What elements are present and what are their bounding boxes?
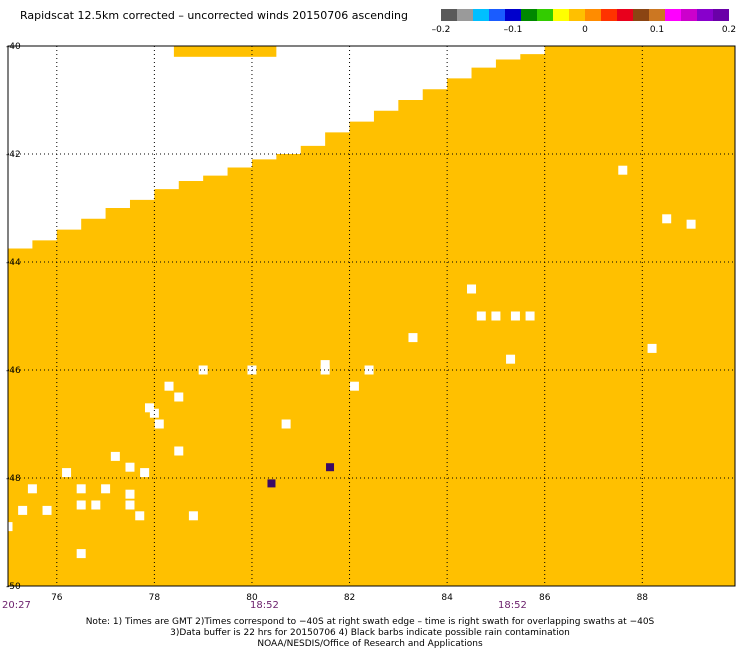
- colorbar-swatch: [681, 9, 697, 21]
- missing-data-cell: [18, 505, 28, 515]
- missing-data-cell: [135, 511, 145, 521]
- y-tick-label: -46: [6, 366, 21, 376]
- missing-data-cell: [76, 549, 86, 559]
- y-tick-label: -48: [6, 474, 21, 484]
- missing-data-cell: [62, 468, 72, 478]
- colorbar-swatch: [537, 9, 553, 21]
- missing-data-cell: [491, 311, 501, 321]
- missing-data-cell: [686, 219, 696, 229]
- missing-data-cell: [525, 311, 535, 321]
- missing-data-cell: [320, 365, 330, 375]
- colorbar-swatch: [521, 9, 537, 21]
- missing-data-cell: [174, 392, 184, 402]
- anomaly-cell: [326, 463, 335, 472]
- y-tick-label: -42: [6, 150, 21, 160]
- colorbar-swatch: [441, 9, 457, 21]
- missing-data-cell: [349, 381, 359, 391]
- map-title: Rapidscat 12.5km corrected – uncorrected…: [20, 9, 409, 22]
- missing-data-cell: [110, 451, 120, 461]
- y-tick-label: -50: [6, 582, 21, 592]
- missing-data-cell: [647, 343, 657, 353]
- colorbar-swatch: [585, 9, 601, 21]
- missing-data-cell: [364, 365, 374, 375]
- x-tick-label: 78: [149, 593, 161, 603]
- time-label-left: 20:27: [2, 600, 31, 611]
- missing-data-cell: [76, 500, 86, 510]
- missing-data-cell: [188, 511, 198, 521]
- x-tick-label: 76: [51, 593, 63, 603]
- missing-data-cell: [125, 489, 135, 499]
- missing-data-cell: [618, 165, 628, 175]
- wind-field-area: [8, 46, 735, 586]
- missing-data-cell: [154, 419, 164, 429]
- missing-data-cell: [164, 381, 174, 391]
- colorbar-swatch: [553, 9, 569, 21]
- x-tick-label: 80: [246, 593, 258, 603]
- x-tick-label: 88: [637, 593, 649, 603]
- colorbar-swatch: [633, 9, 649, 21]
- missing-data-cell: [198, 365, 208, 375]
- missing-data-cell: [281, 419, 291, 429]
- colorbar-swatch: [505, 9, 521, 21]
- missing-data-cell: [662, 214, 672, 224]
- colorbar-label: 0.1: [649, 25, 665, 35]
- colorbar-swatch: [601, 9, 617, 21]
- plot-frame: [7, 45, 736, 587]
- colorbar-label: –0.2: [431, 25, 451, 35]
- footnote-line-3: NOAA/NESDIS/Office of Research and Appli…: [257, 639, 483, 649]
- footnote-line-1: Note: 1) Times are GMT 2)Times correspon…: [85, 617, 655, 627]
- missing-data-cell: [101, 484, 111, 494]
- colorbar-swatch: [713, 9, 729, 21]
- x-tick-label: 84: [441, 593, 453, 603]
- time-label-right: 18:52: [498, 600, 527, 611]
- missing-data-cell: [42, 505, 52, 515]
- missing-data-cell: [144, 403, 154, 413]
- missing-data-cell: [76, 484, 86, 494]
- missing-data-cell: [510, 311, 520, 321]
- time-label-mid: 18:52: [250, 600, 279, 611]
- missing-data-cell: [408, 333, 418, 343]
- x-tick-label: 86: [539, 593, 551, 603]
- colorbar-legend: –0.2 –0.1 0 0.1 0.2: [432, 9, 736, 39]
- missing-data-cell: [320, 360, 330, 370]
- missing-data-cell: [125, 462, 135, 472]
- colorbar-label: –0.1: [503, 25, 523, 35]
- colorbar-swatch: [665, 9, 681, 21]
- missing-data-cell: [149, 408, 159, 418]
- missing-data-cell: [174, 446, 184, 456]
- missing-data-cell: [140, 468, 150, 478]
- colorbar-swatch: [697, 9, 713, 21]
- y-tick-label: -40: [6, 42, 21, 52]
- wind-field-top-strip: [173, 46, 277, 57]
- colorbar-swatch: [457, 9, 473, 21]
- footnote-line-2: 3)Data buffer is 22 hrs for 20150706 4) …: [170, 628, 570, 638]
- colorbar-swatch: [649, 9, 665, 21]
- missing-data-cell: [467, 284, 477, 294]
- colorbar-swatch: [569, 9, 585, 21]
- colorbar-swatch: [489, 9, 505, 21]
- missing-data-cell: [27, 484, 37, 494]
- y-tick-label: -44: [6, 258, 21, 268]
- colorbar-label: 0.2: [721, 25, 737, 35]
- missing-data-cell: [125, 500, 135, 510]
- missing-data-cell: [91, 500, 101, 510]
- colorbar-swatch: [473, 9, 489, 21]
- colorbar-label: 0: [582, 25, 588, 35]
- missing-data-cell: [476, 311, 486, 321]
- anomaly-cell: [267, 479, 276, 488]
- colorbar-swatch: [617, 9, 633, 21]
- missing-data-cell: [506, 354, 516, 364]
- x-tick-label: 82: [344, 593, 355, 603]
